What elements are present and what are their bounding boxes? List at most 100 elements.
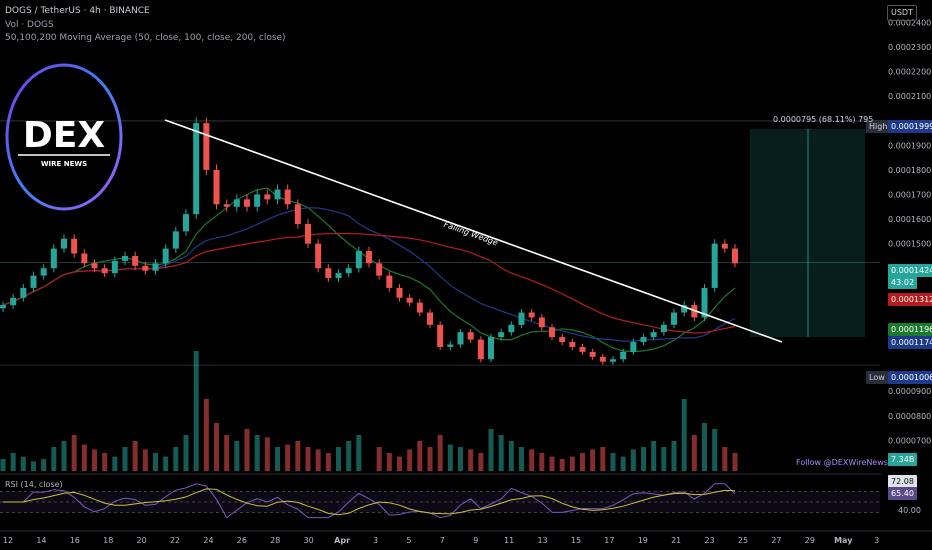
volume-bar — [234, 441, 240, 471]
x-tick-label: 20 — [137, 536, 147, 545]
candle-body — [559, 337, 566, 343]
rsi-ma-line — [3, 488, 736, 516]
candle-body — [315, 243, 322, 269]
rsi-tick-40: 40.00 — [898, 506, 921, 515]
candle-body — [61, 238, 67, 249]
candle-body — [498, 332, 505, 338]
volume-bar — [142, 449, 148, 471]
countdown-badge: 43:02 — [888, 276, 918, 289]
volume-bar — [244, 429, 250, 471]
volume-bar — [681, 399, 687, 471]
follow-text: Follow @DEXWireNews — [796, 458, 888, 467]
candle-body — [437, 324, 444, 347]
y-tick-label: 0.0000800 — [888, 412, 931, 421]
candle-body — [183, 214, 189, 232]
volume-bar — [722, 447, 728, 471]
trendline — [164, 119, 783, 343]
volume-bar — [732, 453, 738, 471]
candle-body — [650, 332, 657, 338]
volume-bar — [163, 456, 169, 471]
candle-body — [132, 255, 139, 266]
x-tick-label: 24 — [203, 536, 213, 545]
candle-body — [40, 268, 47, 276]
x-tick-label: 3 — [373, 536, 378, 545]
volume-bar — [41, 459, 47, 471]
volume-bar — [356, 435, 362, 471]
candle-body — [508, 324, 515, 333]
volume-bar — [315, 449, 321, 471]
volume-bar — [285, 444, 291, 471]
rsi-label: RSI (14, close) — [5, 480, 63, 489]
candle-body — [101, 268, 108, 274]
candle-body — [477, 339, 484, 360]
volume-bar — [417, 441, 423, 471]
volume-bar — [661, 447, 667, 471]
volume-bar — [325, 453, 331, 471]
volume-bar — [630, 449, 636, 471]
volume-bar — [519, 447, 524, 471]
x-tick-label: 18 — [103, 536, 113, 545]
candle-body — [50, 248, 57, 269]
x-tick-label: 25 — [738, 536, 748, 545]
candle-body — [254, 194, 261, 207]
volume-bar — [10, 453, 16, 471]
volume-bar — [468, 449, 474, 471]
volume-bar — [397, 456, 402, 471]
volume-bar — [275, 447, 280, 471]
volume-bar — [569, 456, 575, 471]
candle-body — [162, 248, 169, 264]
candle-body — [579, 346, 586, 352]
x-tick-label: 9 — [473, 536, 478, 545]
x-tick-label: May — [834, 536, 853, 545]
candle-body — [366, 251, 372, 264]
x-tick-label: 15 — [571, 536, 581, 545]
volume-bar — [102, 453, 108, 471]
candle-body — [386, 275, 393, 288]
volume-bar — [437, 435, 443, 471]
high-value-badge: 0.0001999 — [888, 120, 932, 133]
volume-badge: 7.34B — [888, 453, 918, 466]
volume-bar — [529, 449, 535, 471]
candle-body — [620, 351, 627, 360]
candle-body — [467, 332, 474, 340]
candle-body — [538, 317, 545, 328]
volume-bar — [580, 453, 585, 471]
volume-bar — [651, 441, 657, 471]
candle-body — [549, 327, 555, 338]
ma50-badge: 0.0001196 — [888, 323, 932, 336]
volume-label: Vol · DOGS — [5, 20, 54, 30]
y-tick-label: 0.0002200 — [888, 67, 931, 76]
falling-wedge-trendline[interactable]: Falling Wedge — [164, 119, 783, 343]
candle-body — [416, 302, 423, 313]
ma-label: 50,100,200 Moving Average (50, close, 10… — [5, 33, 286, 43]
y-tick-label: 0.0001700 — [888, 190, 931, 199]
currency-unit-button[interactable]: USDT — [887, 5, 917, 21]
volume-bar — [712, 429, 718, 471]
volume-bar — [183, 435, 189, 471]
x-tick-label: 29 — [805, 536, 815, 545]
candle-body — [0, 305, 6, 309]
volume-bar — [508, 441, 514, 471]
time-axis[interactable]: 12 14 16 18 20 22 24 26 28 30 Apr 3 5 7 9 11 13 15 17 19 21 2… — [0, 530, 932, 550]
last-price-badge: 0.0001424 — [888, 264, 932, 277]
x-tick-label: 19 — [638, 536, 648, 545]
volume-bar — [376, 447, 382, 471]
low-label: Low — [866, 371, 888, 384]
volume-bar — [407, 449, 413, 471]
candle-body — [640, 337, 647, 343]
x-tick-label: 28 — [270, 536, 280, 545]
volume-bar — [224, 435, 230, 471]
candle-body — [681, 305, 688, 313]
candle-body — [142, 265, 149, 271]
candle-body — [193, 123, 200, 215]
volume-bar — [447, 444, 453, 471]
volume-bar — [20, 456, 26, 471]
candle-body — [660, 324, 667, 333]
volume-bar — [620, 456, 626, 471]
x-tick-label: 21 — [671, 536, 681, 545]
candle-body — [406, 297, 413, 303]
candle-body — [376, 263, 383, 276]
volume-bar — [81, 444, 87, 471]
volume-bar — [539, 453, 545, 471]
